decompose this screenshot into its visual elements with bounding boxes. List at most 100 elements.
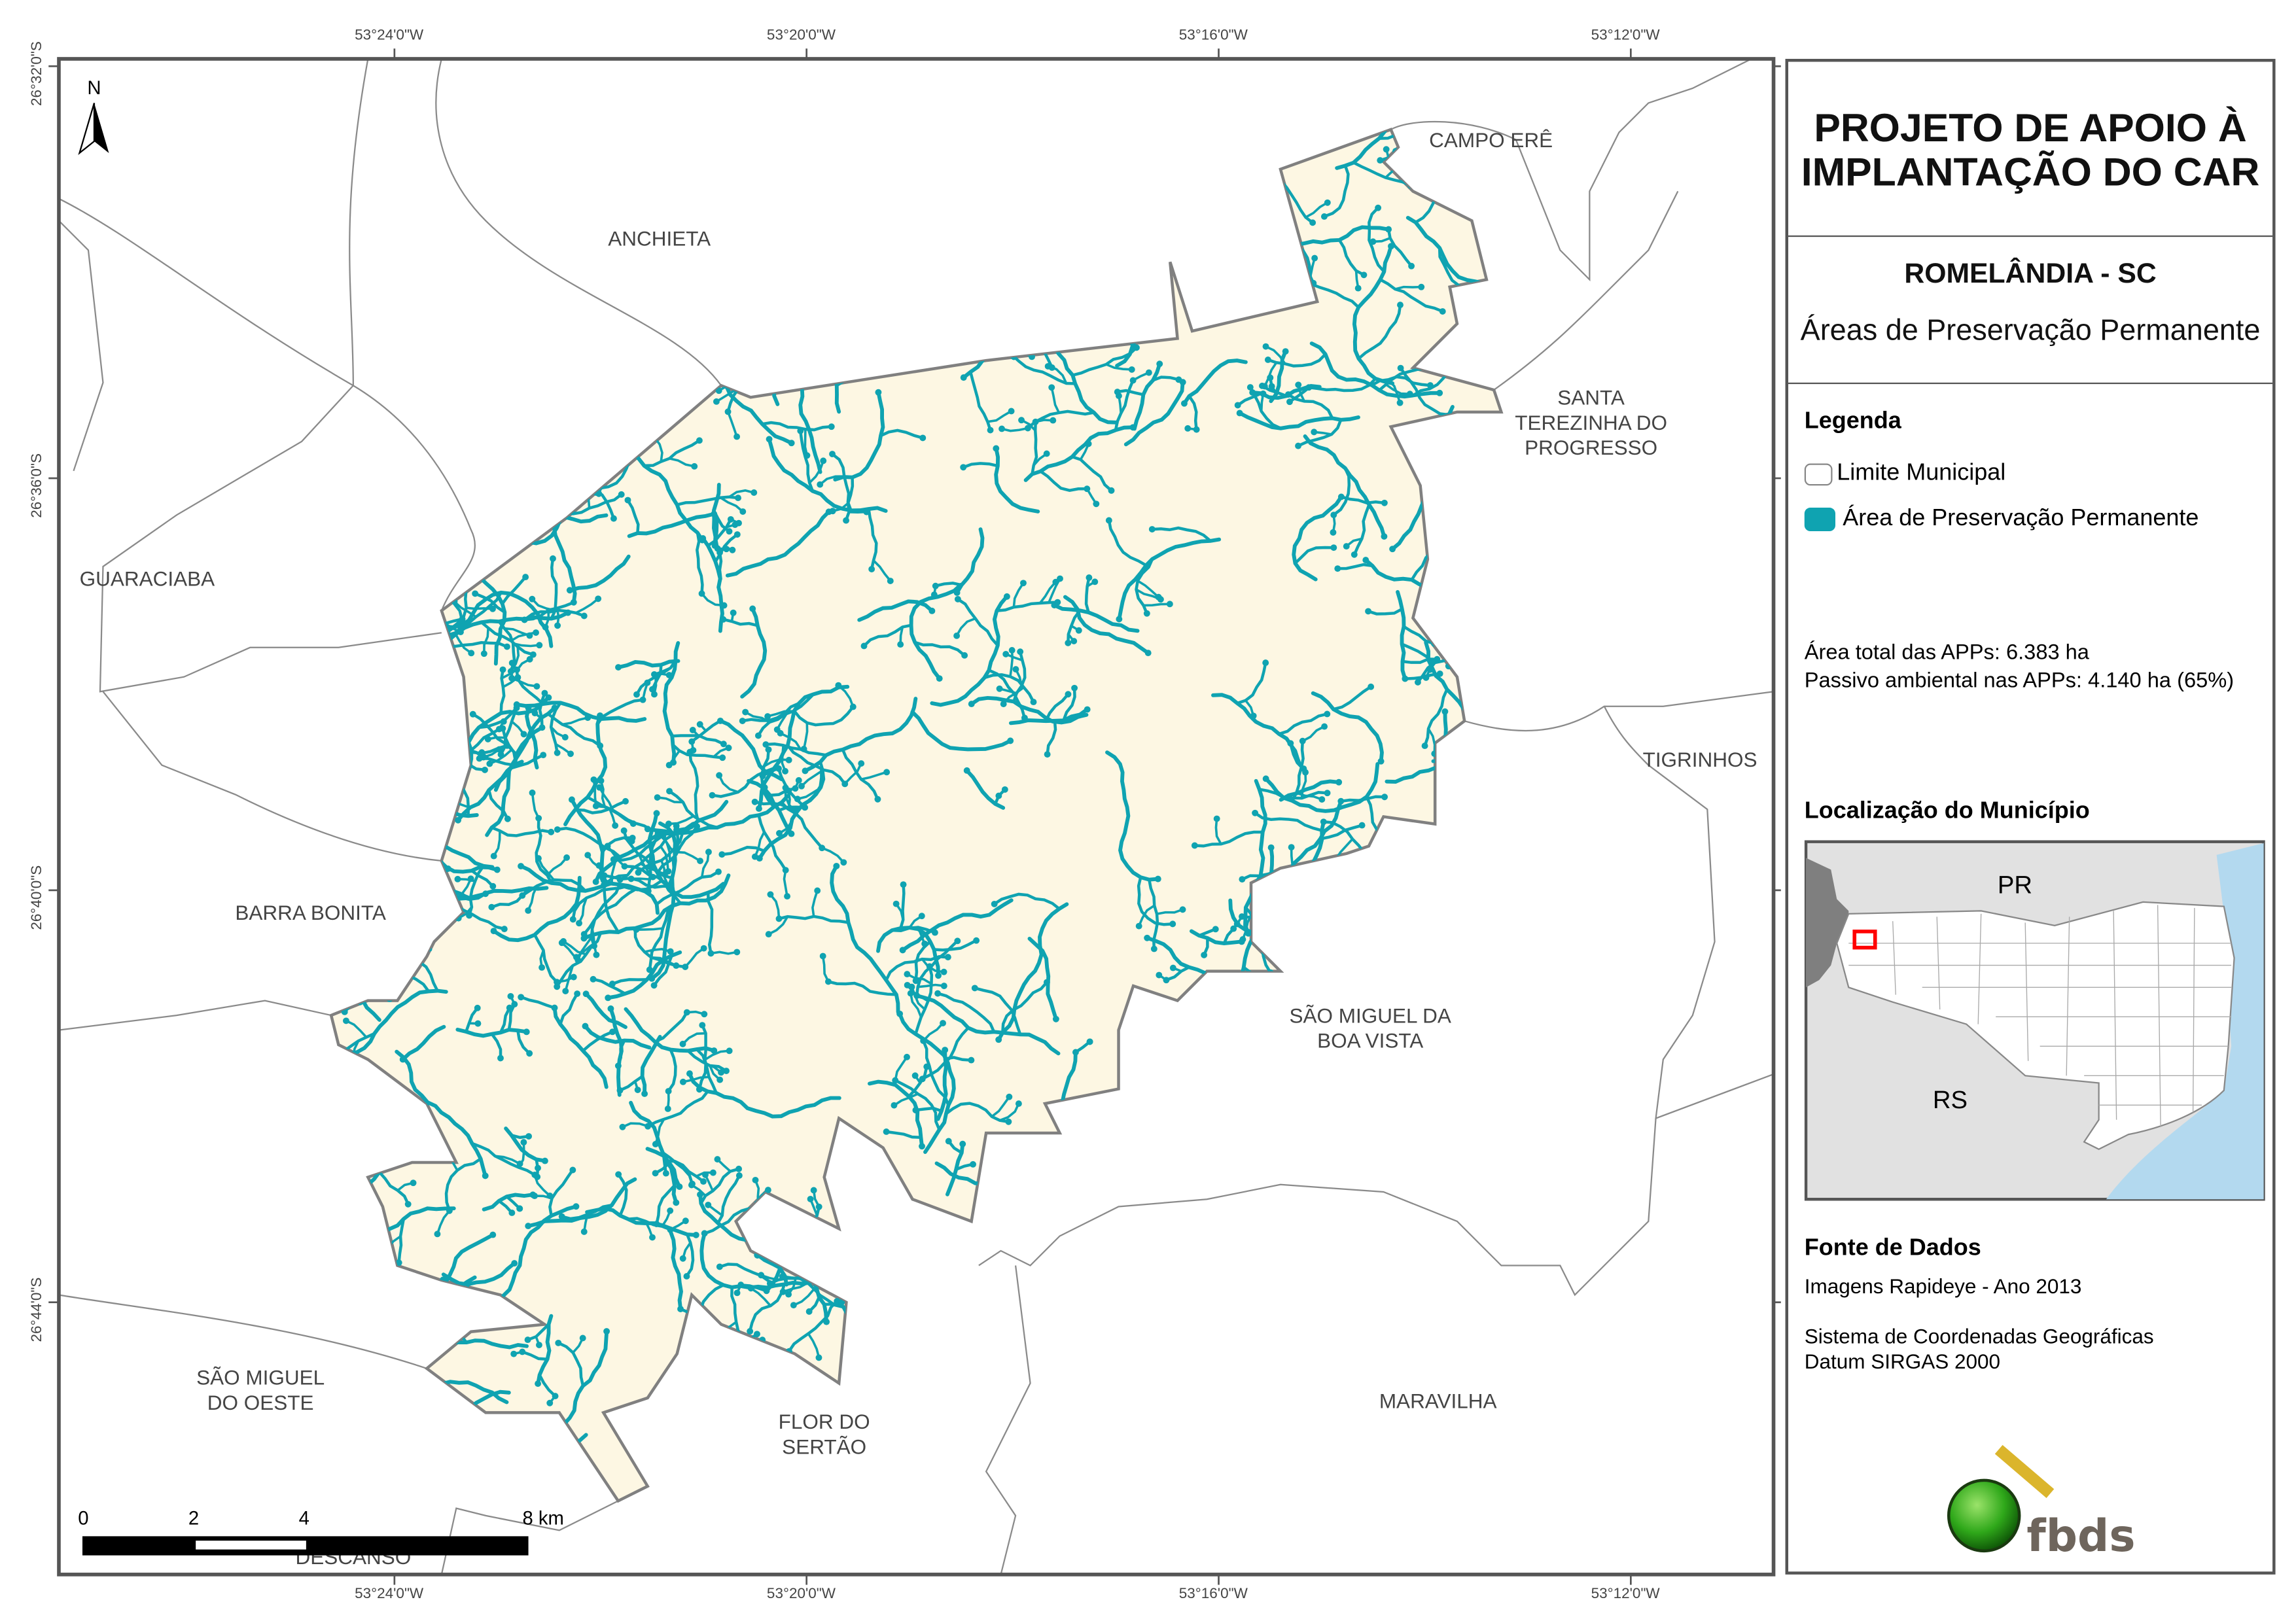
app-stream [1346,1306,1357,1343]
app-stream [653,162,691,171]
app-stream [894,1079,941,1132]
app-stream [484,321,499,336]
app-stream [353,195,361,224]
app-stream [370,476,401,501]
app-stream [668,457,696,468]
app-stream [712,483,721,548]
app-stream [1026,1314,1036,1333]
app-stream [701,536,724,633]
app-stream [749,1464,787,1475]
app-stream [461,1309,472,1314]
app-stream [625,261,647,294]
app-stream [603,873,675,889]
app-stream [1316,1397,1324,1408]
app-stream [933,1388,944,1396]
app-stream [622,287,680,326]
app-stream [1039,470,1089,493]
app-stream [807,286,923,302]
app-stream [656,796,684,804]
app-stream [306,756,325,824]
app-stream [416,148,443,162]
app-stream [1186,1103,1257,1117]
app-stream [760,421,833,432]
app-stream [1440,759,1474,826]
app-stream [478,757,516,767]
app-stream [629,270,640,277]
app-stream [509,753,545,770]
app-stream [1243,778,1267,935]
app-stream [1300,943,1307,990]
app-stream [711,766,776,798]
app-stream [901,214,921,237]
app-stream [385,443,410,523]
app-stream [268,782,277,807]
app-stream [486,324,499,341]
app-stream [1311,1373,1388,1425]
app-stream [1339,795,1386,803]
app-stream [701,1425,709,1435]
app-stream [671,734,726,746]
app-stream [938,1519,947,1544]
app-stream [1031,420,1038,476]
app-stream [480,621,535,657]
app-stream [536,1314,554,1386]
app-stream [1071,346,1139,377]
app-stream [968,1406,981,1452]
app-stream [1257,938,1284,949]
app-stream [885,1344,896,1372]
app-stream [1477,1319,1502,1362]
app-stream [1012,258,1017,287]
app-stream [1237,1189,1250,1251]
app-stream [792,705,855,727]
app-stream [640,1035,662,1096]
app-stream [1265,1261,1313,1293]
app-stream [1366,607,1404,616]
app-stream [1491,307,1502,324]
app-stream [395,1049,487,1178]
app-stream [1106,1124,1124,1137]
app-stream [369,596,391,647]
app-stream [294,1439,300,1464]
app-stream [531,792,540,820]
app-stream [1332,685,1373,711]
app-stream [372,875,379,903]
app-stream [957,296,968,359]
app-stream [851,298,877,311]
app-stream [921,958,945,973]
app-stream [916,1395,947,1416]
app-stream [1404,1165,1414,1184]
app-stream [985,277,1035,320]
app-stream [927,1355,992,1427]
app-stream [606,950,682,1000]
app-stream [1414,1363,1433,1373]
app-stream [1044,173,1108,184]
app-stream [1299,1318,1316,1343]
app-stream [883,129,936,145]
app-stream [1282,1117,1299,1142]
app-stream [344,203,402,226]
project-title: PROJETO DE APOIO À IMPLANTAÇÃO DO CAR [1801,105,2260,194]
app-stream [1445,421,1502,468]
scale-bar [82,1536,529,1556]
app-stream [1443,890,1454,897]
app-stream [1339,495,1386,505]
app-stream [1318,901,1335,926]
app-stream [556,1341,585,1387]
app-stream [1122,182,1150,190]
app-stream [441,1261,517,1287]
bottom-coord-4: 53°12'0"W [1591,1586,1660,1603]
app-stream [1176,1478,1212,1493]
app-stream [983,673,1035,704]
app-stream [1072,1292,1100,1304]
app-stream [1145,935,1208,975]
app-stream [1505,1328,1547,1358]
app-stream [592,977,627,996]
app-stream [1188,394,1198,431]
app-stream [347,1476,391,1501]
app-stream [533,1174,552,1197]
app-stream [1315,949,1335,955]
app-stream [361,780,410,825]
app-stream [499,668,506,715]
app-stream [1368,206,1386,273]
app-stream [906,984,930,1003]
